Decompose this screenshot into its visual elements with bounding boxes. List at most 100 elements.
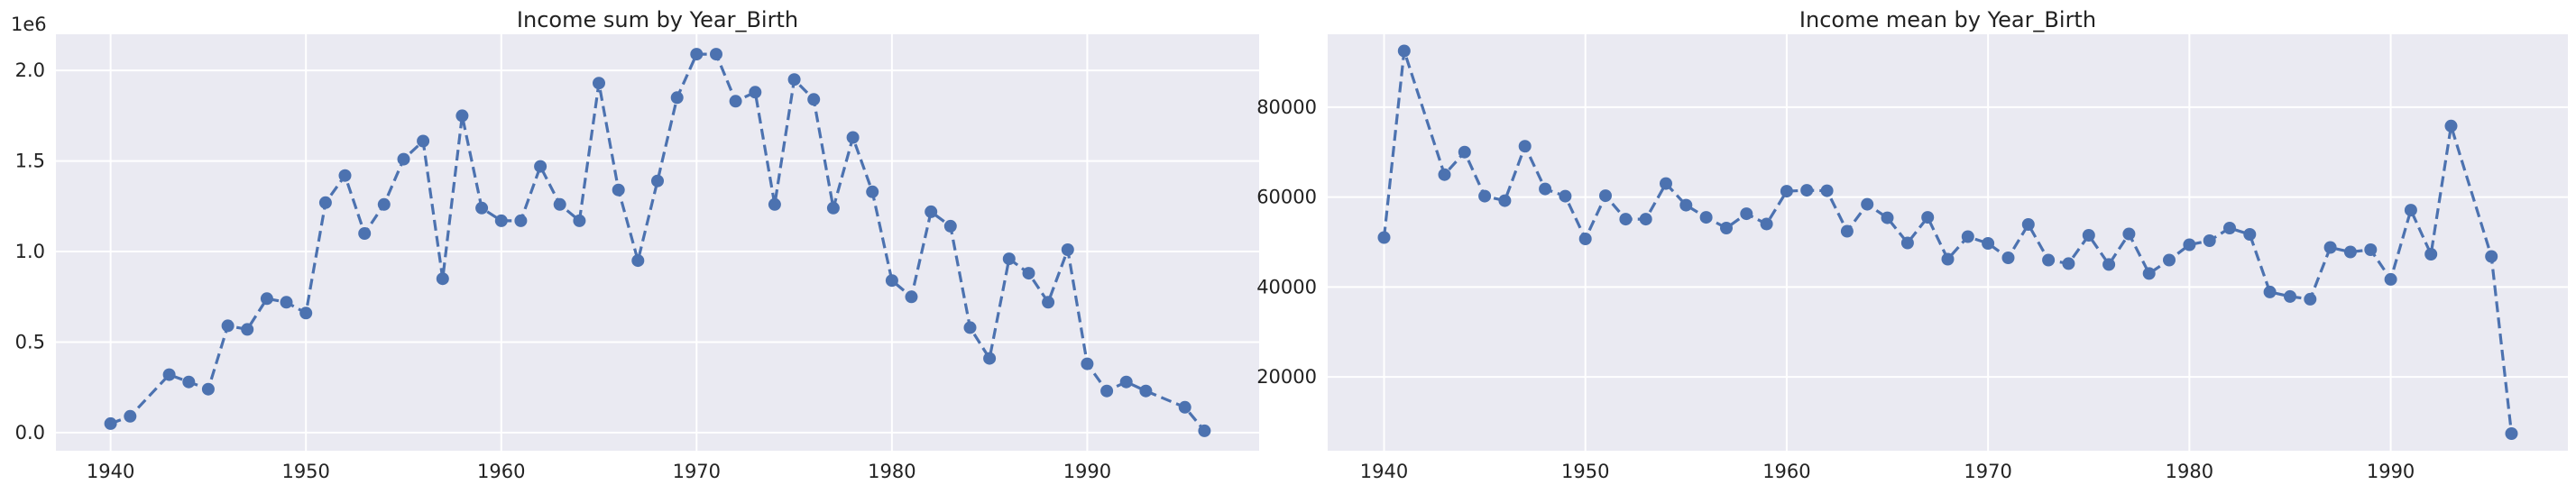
data-point bbox=[514, 214, 528, 227]
data-point bbox=[182, 375, 196, 389]
data-point bbox=[710, 48, 722, 61]
data-point bbox=[1061, 243, 1074, 256]
y-tick-label: 80000 bbox=[1256, 96, 1317, 118]
data-point bbox=[905, 290, 918, 304]
data-point bbox=[1699, 211, 1713, 224]
tick-labels: 1940 1950 1960 1970 1980 1990 20000 40000 60000 8… bbox=[1256, 96, 2415, 482]
data-point bbox=[1800, 184, 1814, 197]
data-point bbox=[2263, 285, 2277, 298]
data-point bbox=[318, 196, 332, 209]
data-point bbox=[1139, 384, 1153, 398]
data-point bbox=[2364, 243, 2378, 256]
data-point bbox=[1639, 213, 1652, 226]
x-tick-label: 1990 bbox=[2367, 461, 2415, 482]
data-point bbox=[2444, 119, 2458, 133]
chart-title: Income sum by Year_Birth bbox=[517, 7, 798, 32]
data-point bbox=[2343, 245, 2357, 259]
series-layer bbox=[1377, 44, 2518, 440]
data-point bbox=[455, 109, 469, 123]
data-point bbox=[1921, 211, 1935, 224]
data-point bbox=[2243, 228, 2257, 241]
data-point bbox=[963, 321, 977, 334]
data-point bbox=[2042, 253, 2056, 267]
data-point bbox=[1740, 207, 1753, 221]
data-point bbox=[1679, 198, 1693, 212]
data-point bbox=[1518, 140, 1532, 153]
data-point bbox=[2203, 234, 2216, 247]
data-point bbox=[1900, 236, 1914, 250]
data-point bbox=[1660, 177, 1672, 190]
data-point bbox=[1840, 224, 1854, 238]
x-tick-label: 1980 bbox=[2166, 461, 2213, 482]
data-point bbox=[631, 254, 645, 268]
x-tick-label: 1970 bbox=[673, 461, 721, 482]
y-axis-multiplier: 1e6 bbox=[11, 14, 47, 35]
data-point bbox=[553, 197, 566, 211]
data-point bbox=[104, 416, 117, 430]
data-point bbox=[1941, 252, 1955, 266]
x-tick-label: 1940 bbox=[87, 461, 134, 482]
series-layer bbox=[104, 48, 1211, 437]
x-tick-label: 1980 bbox=[868, 461, 915, 482]
data-point bbox=[260, 292, 273, 306]
data-point bbox=[807, 93, 821, 106]
data-point bbox=[1458, 145, 1471, 159]
data-point bbox=[2082, 229, 2095, 242]
data-point bbox=[2284, 289, 2296, 303]
data-point bbox=[2102, 258, 2116, 271]
y-tick-label: 0.5 bbox=[15, 331, 45, 352]
data-point bbox=[377, 197, 391, 211]
x-tick-label: 1950 bbox=[281, 461, 329, 482]
data-point bbox=[768, 197, 781, 211]
data-point bbox=[866, 185, 879, 198]
data-point bbox=[338, 169, 352, 182]
data-point bbox=[1881, 211, 1894, 224]
data-point bbox=[162, 368, 176, 381]
data-point bbox=[1002, 252, 1016, 266]
x-tick-label: 1960 bbox=[477, 461, 525, 482]
chart-title: Income mean by Year_Birth bbox=[1799, 7, 2096, 32]
data-point bbox=[846, 131, 860, 144]
data-point bbox=[2223, 222, 2236, 234]
data-point bbox=[1397, 44, 1411, 58]
data-point bbox=[2404, 204, 2417, 217]
data-point bbox=[299, 306, 313, 320]
data-point bbox=[397, 152, 410, 166]
data-point bbox=[885, 274, 898, 288]
x-tick-label: 1990 bbox=[1063, 461, 1111, 482]
plot-area-background bbox=[56, 34, 1259, 451]
data-point bbox=[1119, 375, 1133, 389]
data-point bbox=[670, 91, 684, 105]
data-point bbox=[2384, 272, 2397, 286]
data-point bbox=[1599, 189, 1612, 203]
data-point bbox=[1539, 182, 1552, 196]
data-point bbox=[417, 134, 430, 148]
data-point bbox=[475, 201, 489, 215]
data-point bbox=[1820, 184, 1834, 197]
data-point bbox=[690, 48, 704, 61]
data-point bbox=[749, 86, 762, 99]
data-point bbox=[1438, 168, 1451, 181]
data-point bbox=[612, 183, 625, 197]
data-point bbox=[2062, 257, 2075, 270]
data-point bbox=[1578, 233, 1592, 245]
data-point bbox=[826, 201, 840, 215]
y-tick-label: 60000 bbox=[1256, 187, 1317, 208]
data-point bbox=[1198, 424, 1211, 437]
data-point bbox=[280, 296, 293, 309]
data-point bbox=[2122, 227, 2136, 241]
data-point bbox=[2424, 248, 2438, 261]
income-mean-chart: 1940 1950 1960 1970 1980 1990 20000 40000 60000 8… bbox=[1256, 7, 2568, 482]
data-point bbox=[1861, 197, 1874, 211]
tick-labels: 1940 1950 1960 1970 1980 1990 0.0 0.5 1.0 1.5 2.0 bbox=[15, 59, 1112, 482]
data-point bbox=[1961, 230, 1974, 243]
data-point bbox=[1982, 237, 1995, 250]
data-point bbox=[221, 319, 235, 333]
data-point bbox=[2323, 241, 2337, 254]
data-point bbox=[593, 77, 605, 90]
data-point bbox=[358, 227, 372, 240]
data-point bbox=[2304, 292, 2317, 306]
x-tick-label: 1950 bbox=[1561, 461, 1609, 482]
data-point bbox=[1478, 189, 1492, 203]
